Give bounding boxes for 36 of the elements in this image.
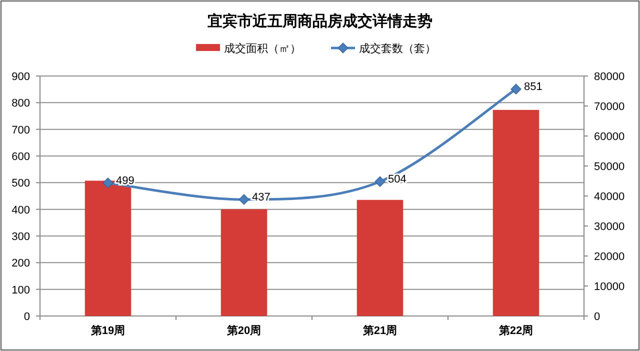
x-tick-label: 第21周 (362, 324, 398, 337)
x-tick-label: 第20周 (226, 324, 262, 337)
point (102, 178, 114, 188)
legend-label: 成交面积（㎡） (224, 42, 301, 55)
data-label: 851 (524, 81, 542, 94)
y-tick-label: 500 (12, 178, 30, 190)
data-label: 504 (388, 174, 406, 186)
y-tick-label: 900 (12, 71, 30, 83)
bar (492, 110, 540, 316)
point (238, 194, 250, 205)
y-tick-label: 800 (12, 98, 30, 110)
y2-tick-label: 20000 (594, 251, 625, 263)
y-tick-label: 300 (12, 231, 30, 243)
bar (220, 209, 268, 316)
y-tick-label: 0 (24, 311, 30, 323)
y2-tick-label: 80000 (594, 71, 625, 83)
point (510, 84, 522, 94)
y2-tick-label: 10000 (594, 281, 625, 293)
y-tick-label: 200 (12, 258, 30, 270)
y-tick-label: 400 (12, 204, 30, 216)
bar (356, 200, 404, 316)
y2-tick-label: 70000 (594, 101, 625, 113)
y2-tick-label: 50000 (594, 161, 625, 173)
y2-tick-label: 40000 (594, 191, 625, 203)
x-tick-label: 第19周 (90, 324, 126, 337)
chart-title: 宜宾市近五周商品房成交详情走势 (208, 12, 432, 30)
point (374, 176, 386, 187)
y2-tick-label: 60000 (594, 131, 625, 143)
x-tick-label: 第22周 (498, 324, 534, 337)
y-tick-label: 700 (12, 124, 30, 136)
data-label: 499 (116, 174, 134, 187)
y2-tick-label: 30000 (594, 221, 625, 233)
y-tick-label: 600 (12, 151, 30, 163)
y-tick-label: 100 (12, 284, 30, 296)
y2-tick-label: 0 (594, 311, 600, 323)
legend-label: 成交套数（套） (359, 42, 436, 55)
